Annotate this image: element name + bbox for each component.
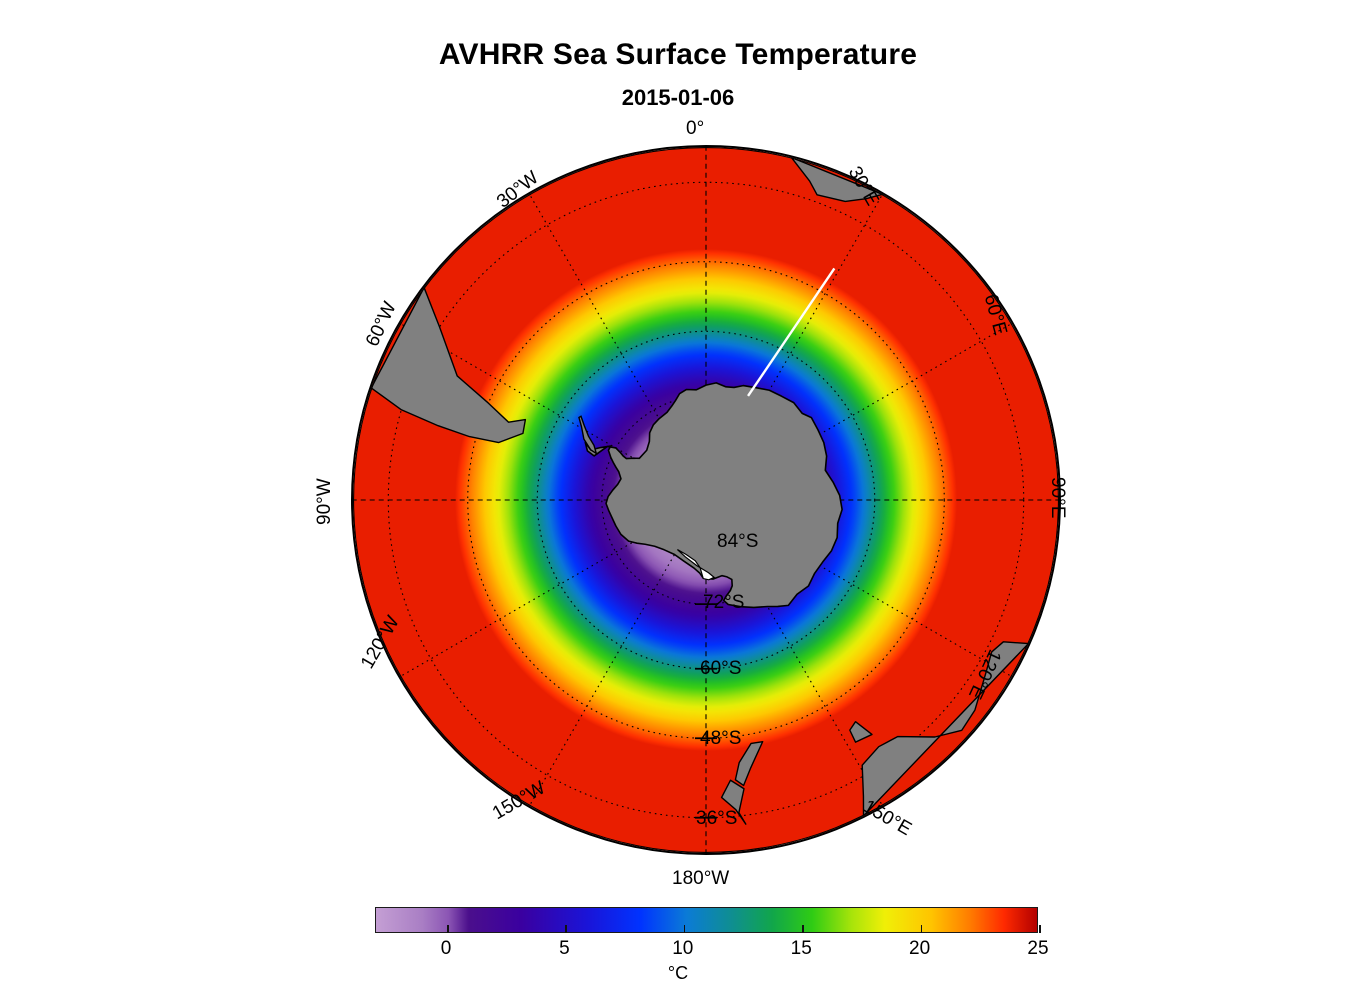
colorbar-tick-label: 0 (440, 938, 452, 959)
australia-landmass (861, 641, 1030, 817)
lon-label-0: 0° (686, 118, 705, 139)
lat-label-48S: 48°S (700, 728, 742, 749)
lat-label-84S: 84°S (717, 531, 759, 552)
map-disc (351, 145, 1061, 855)
antarctic-peninsula (578, 415, 598, 456)
lat-label-72S: 72°S (703, 592, 745, 613)
colorbar-tick (1039, 925, 1041, 933)
polar-map: 84°S 72°S 60°S 48°S 36°S (351, 145, 1061, 855)
new-zealand-north-island (720, 779, 747, 825)
ross-ice-shelf (676, 549, 716, 581)
colorbar-tick-label: 10 (672, 938, 694, 959)
new-zealand-south-island (734, 740, 764, 787)
map-overlay (353, 147, 1059, 853)
colorbar-tick (802, 925, 804, 933)
colorbar[interactable] (375, 907, 1041, 933)
colorbar-tick (565, 925, 567, 933)
page-title: AVHRR Sea Surface Temperature (438, 38, 918, 71)
colorbar-tick-label: 5 (559, 938, 570, 959)
colorbar-tick-label: 25 (1027, 938, 1049, 959)
graticule-latitude-circle (467, 261, 945, 739)
lon-label-90W: 90°W (314, 478, 335, 525)
colorbar-tick-label: 15 (790, 938, 812, 959)
data-gap-line (747, 267, 836, 397)
lon-label-180W: 180°W (672, 868, 730, 889)
colorbar-unit-label: °C (667, 963, 689, 983)
tasmania-landmass (849, 720, 873, 743)
colorbar-tick (683, 925, 686, 933)
antarctica-landmass (584, 382, 843, 609)
lat-label-60S: 60°S (700, 658, 742, 679)
colorbar-tick (447, 925, 449, 933)
south-america-landmass (370, 286, 527, 444)
colorbar-tick-label: 20 (909, 938, 931, 959)
colorbar-tick (920, 925, 923, 933)
lat-label-36S: 36°S (696, 808, 738, 829)
graticule-latitude-circle (536, 330, 876, 670)
date-subtitle: 2015-01-06 (621, 85, 735, 110)
lon-label-90E: 90°E (1047, 477, 1068, 519)
